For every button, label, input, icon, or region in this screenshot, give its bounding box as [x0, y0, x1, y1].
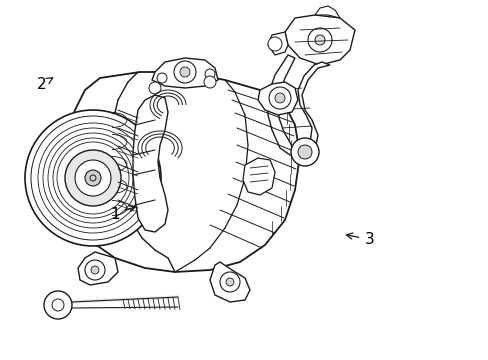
Circle shape — [274, 93, 285, 103]
Polygon shape — [65, 72, 299, 272]
Circle shape — [85, 170, 101, 186]
Circle shape — [149, 82, 161, 94]
Polygon shape — [258, 82, 297, 115]
Circle shape — [25, 110, 161, 246]
Polygon shape — [285, 15, 354, 65]
Text: 3: 3 — [346, 232, 373, 247]
Circle shape — [174, 61, 196, 83]
Circle shape — [44, 291, 72, 319]
Circle shape — [268, 87, 290, 109]
Polygon shape — [78, 252, 118, 285]
Polygon shape — [133, 95, 168, 232]
Circle shape — [290, 138, 318, 166]
Circle shape — [85, 260, 105, 280]
Circle shape — [267, 37, 282, 51]
Circle shape — [204, 69, 215, 79]
Text: 2: 2 — [37, 77, 53, 92]
Polygon shape — [267, 32, 287, 55]
Polygon shape — [209, 262, 249, 302]
Circle shape — [65, 150, 121, 206]
Circle shape — [157, 73, 167, 83]
Circle shape — [220, 272, 240, 292]
Circle shape — [314, 35, 325, 45]
Polygon shape — [152, 58, 218, 88]
Polygon shape — [314, 6, 339, 18]
Circle shape — [203, 76, 216, 88]
Circle shape — [225, 278, 234, 286]
Circle shape — [75, 160, 111, 196]
Polygon shape — [243, 158, 274, 195]
Text: 1: 1 — [110, 206, 135, 222]
Polygon shape — [267, 55, 329, 158]
Circle shape — [91, 266, 99, 274]
Circle shape — [307, 28, 331, 52]
Circle shape — [180, 67, 190, 77]
Circle shape — [297, 145, 311, 159]
